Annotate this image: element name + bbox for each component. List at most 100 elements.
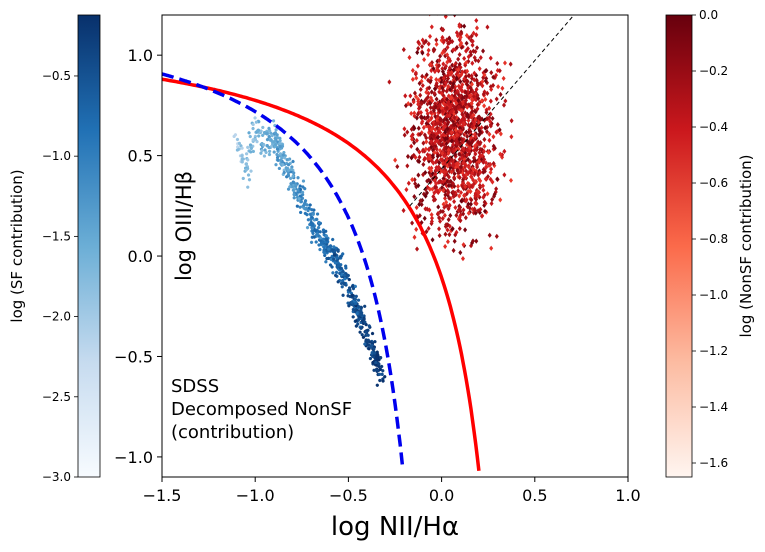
sf-point (376, 355, 380, 359)
nonsf-point (486, 149, 491, 155)
nonsf-point (440, 85, 445, 91)
nonsf-point (482, 117, 487, 123)
nonsf-point (424, 190, 429, 196)
sf-point (265, 138, 270, 142)
sf-point (270, 140, 275, 144)
nonsf-point (441, 201, 446, 207)
sf-point (352, 304, 357, 309)
sf-point (333, 248, 337, 252)
nonsf-point (438, 156, 443, 163)
nonsf-point (440, 34, 445, 41)
sf-point (261, 125, 265, 130)
nonsf-point (393, 157, 398, 163)
sf-point (383, 375, 387, 379)
nonsf-point (452, 174, 457, 181)
sf-point (274, 163, 278, 167)
nonsf-point (481, 159, 486, 165)
nonsf-point (432, 90, 437, 97)
sf-point (267, 152, 272, 157)
nonsf-point (437, 226, 442, 232)
nonsf-point (471, 177, 476, 183)
nonsf-point (449, 169, 454, 175)
nonsf-point (450, 84, 455, 90)
nonsf-point (436, 204, 441, 210)
sf-point (322, 248, 326, 252)
y-tick-label: −1.0 (114, 448, 153, 467)
sf-point (302, 202, 307, 206)
nonsf-point (444, 78, 449, 84)
sf-point (308, 203, 312, 207)
sf-point (308, 222, 312, 227)
sf-point (246, 145, 250, 149)
sf-point (300, 196, 305, 200)
nonsf-point (438, 208, 443, 215)
sf-point (349, 291, 354, 295)
sf-point (291, 174, 295, 178)
nonsf-point (460, 111, 465, 117)
nonsf-point (487, 105, 492, 111)
nonsf-point (442, 48, 447, 54)
nonsf-point (420, 50, 425, 56)
sf-point (236, 142, 240, 146)
sf-point (353, 297, 358, 301)
nonsf-point (464, 32, 469, 39)
sf-point (264, 150, 268, 155)
nonsf-point (466, 156, 471, 163)
nonsf-point (465, 46, 470, 52)
nonsf-point (428, 105, 433, 111)
nonsf-point (401, 207, 406, 214)
nonsf-point (481, 70, 486, 76)
sf-point (376, 372, 380, 377)
x-axis-ticks: −1.5 −1.0 −0.5 0.0 0.5 1.0 (143, 477, 641, 505)
nonsf-point (417, 149, 422, 155)
nonsf-point (414, 204, 419, 211)
nonsf-point (453, 90, 458, 96)
nonsf-point (426, 47, 431, 53)
nonsf-point (443, 152, 448, 159)
nonsf-point (470, 96, 475, 102)
nonsf-point (470, 170, 475, 176)
sf-point (281, 163, 285, 167)
sf-point (330, 248, 335, 252)
sf-point (340, 285, 344, 289)
sf-point (311, 212, 315, 216)
nonsf-point (467, 102, 472, 108)
nonsf-point (416, 45, 421, 52)
sf-point (286, 173, 290, 177)
nonsf-point (461, 207, 466, 213)
sf-point (332, 245, 336, 249)
nonsf-point (441, 175, 446, 182)
nonsf-point (453, 127, 458, 133)
nonsf-point (440, 126, 445, 132)
sf-point (251, 138, 255, 142)
sf-point (341, 293, 345, 297)
nonsf-point (429, 115, 434, 121)
nonsf-point (444, 183, 449, 189)
nonsf-point (415, 63, 420, 69)
nonsf-point (461, 0, 465, 3)
sf-point (378, 372, 382, 376)
nonsf-point (429, 67, 434, 74)
nonsf-point (469, 100, 474, 107)
nonsf-point (435, 58, 440, 64)
sf-point (343, 277, 347, 281)
nonsf-point (457, 51, 462, 58)
sf-point (240, 157, 244, 161)
nonsf-point (485, 129, 490, 135)
sf-point (336, 264, 340, 268)
nonsf-point (432, 190, 437, 196)
nonsf-point (418, 109, 423, 116)
sf-point (324, 229, 328, 233)
nonsf-point (477, 128, 482, 134)
sf-point (351, 309, 355, 314)
nonsf-point (460, 99, 465, 105)
sf-point (287, 157, 292, 161)
nonsf-point (471, 118, 476, 124)
sf-point (324, 249, 329, 253)
nonsf-point (474, 201, 479, 207)
sf-point (364, 323, 368, 327)
nonsf-point (433, 101, 438, 107)
sf-point (335, 260, 339, 264)
nonsf-point (457, 23, 462, 29)
sf-point (301, 185, 305, 189)
